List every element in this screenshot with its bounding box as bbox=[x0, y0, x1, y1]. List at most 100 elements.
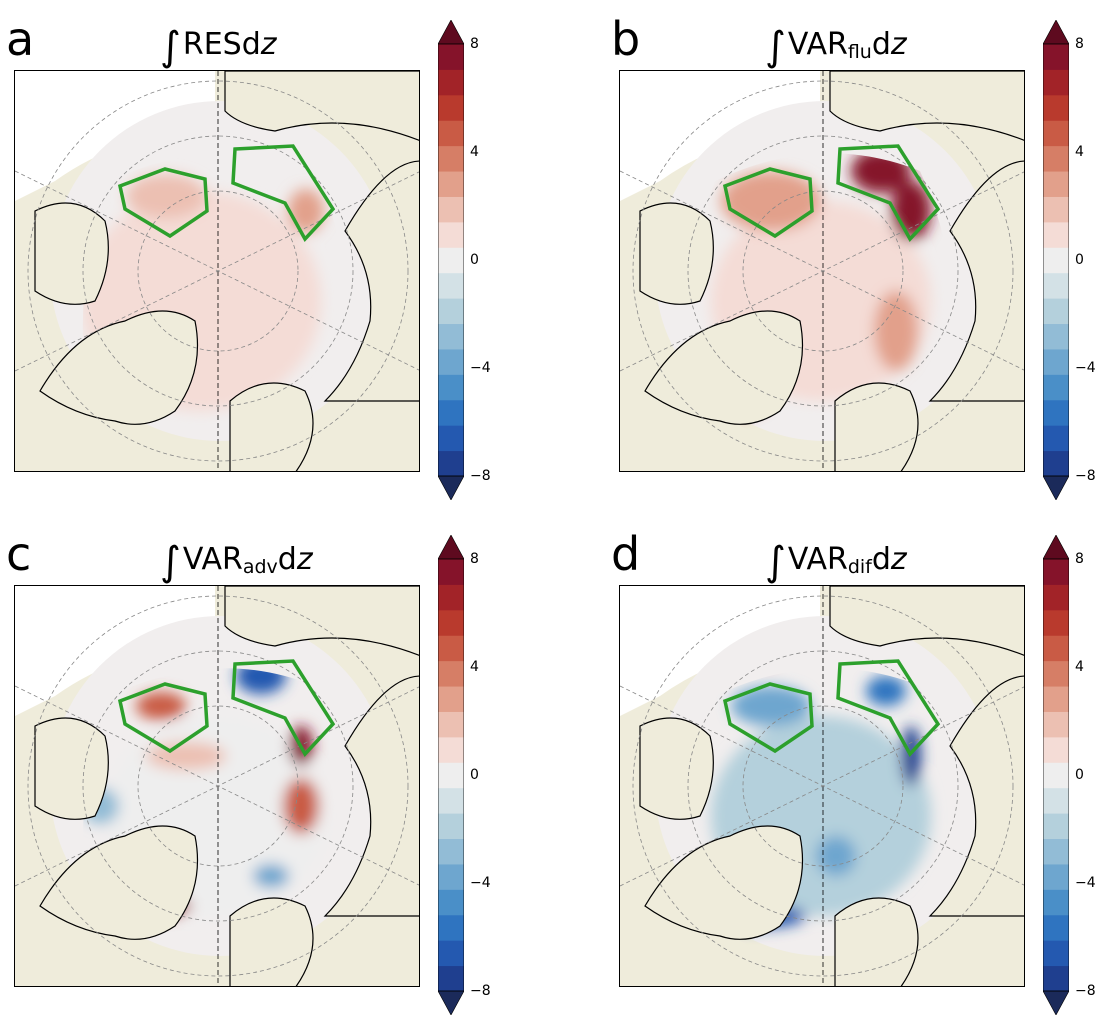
graticule bbox=[620, 586, 1024, 986]
colorbar-tick-label: −8 bbox=[470, 983, 491, 999]
colorbar-extend-min bbox=[1042, 475, 1070, 501]
field-blob bbox=[253, 864, 289, 888]
region-outline-east bbox=[231, 659, 336, 757]
colorbar-segment bbox=[1043, 247, 1069, 274]
colorbar-segment bbox=[1043, 838, 1069, 865]
alaska-land bbox=[224, 586, 419, 656]
colorbar-segment bbox=[438, 736, 464, 763]
colorbar-segment bbox=[438, 374, 464, 401]
siberia-land bbox=[323, 675, 419, 917]
colorbar: 8 4 0 −4 −8 bbox=[1042, 19, 1106, 501]
colorbar-tick-label: −4 bbox=[470, 360, 491, 376]
colorbar-bar bbox=[437, 19, 468, 501]
colorbar-segment bbox=[438, 120, 464, 147]
colorbar-segment bbox=[1043, 44, 1069, 70]
region-outline-east bbox=[836, 659, 941, 757]
colorbar-segment bbox=[438, 838, 464, 865]
map-canvas bbox=[620, 71, 1024, 471]
colorbar-segment bbox=[1043, 914, 1069, 941]
colorbar-segment bbox=[438, 171, 464, 197]
title-dz: dz bbox=[277, 542, 313, 577]
field-blob bbox=[721, 171, 821, 231]
colorbar-bar bbox=[1042, 534, 1073, 1016]
title-dz: dz bbox=[871, 542, 907, 577]
panel-d: d ∫VARdifdz 8 4 0 −4 −8 bbox=[605, 515, 1105, 1026]
colorbar-segment bbox=[438, 399, 464, 426]
colorbar-tick-label: −4 bbox=[1075, 875, 1096, 891]
colorbar-tick-label: 8 bbox=[470, 36, 479, 52]
integral-symbol: ∫ bbox=[765, 539, 786, 585]
panel-title: ∫VARfludz bbox=[765, 27, 907, 69]
colorbar-tick-label: 4 bbox=[1075, 659, 1084, 675]
ocean-area bbox=[15, 71, 215, 201]
colorbar-segment bbox=[1043, 145, 1069, 172]
colorbar-segment bbox=[1043, 940, 1069, 967]
ocean-area bbox=[15, 586, 215, 716]
field-blob bbox=[283, 778, 319, 834]
colorbar-segment bbox=[438, 787, 464, 814]
colorbar-segment bbox=[438, 965, 464, 992]
archipelago-land bbox=[639, 202, 714, 305]
colorbar-tick-label: −4 bbox=[470, 875, 491, 891]
colorbar-segment bbox=[1043, 221, 1069, 248]
panel-title: ∫VARdifdz bbox=[765, 542, 907, 584]
graticule bbox=[15, 586, 419, 986]
colorbar-segment bbox=[438, 69, 464, 96]
colorbar-segment bbox=[438, 196, 464, 223]
field-blob bbox=[146, 742, 226, 770]
region-outline-west bbox=[117, 167, 209, 239]
colorbar-tick-label: −8 bbox=[1075, 983, 1096, 999]
region-outline-east bbox=[231, 144, 336, 242]
colorbar-segment bbox=[1043, 272, 1069, 299]
colorbar-segment bbox=[438, 940, 464, 967]
colorbar-extend-max bbox=[437, 534, 465, 560]
colorbar-segment bbox=[438, 711, 464, 738]
colorbar-segment bbox=[438, 221, 464, 248]
colorbar-segment bbox=[1043, 425, 1069, 452]
scandinavia-land bbox=[229, 382, 314, 471]
colorbar-tick-label: 0 bbox=[1075, 767, 1084, 783]
greenland-land bbox=[644, 310, 803, 425]
colorbar-segment bbox=[438, 914, 464, 941]
field-blob bbox=[866, 676, 906, 706]
colorbar-segment bbox=[438, 94, 464, 121]
polar-map bbox=[619, 585, 1025, 987]
colorbar-segment bbox=[438, 609, 464, 636]
colorbar-segment bbox=[438, 660, 464, 687]
panel-b: b ∫VARfludz 8 4 0 −4 −8 bbox=[605, 0, 1105, 511]
ocean-area bbox=[620, 71, 820, 201]
colorbar-segment bbox=[1043, 120, 1069, 147]
colorbar-tick-label: 8 bbox=[1075, 551, 1084, 567]
panel-letter: d bbox=[611, 527, 641, 581]
colorbar-segment bbox=[1043, 94, 1069, 121]
colorbar-segment bbox=[1043, 450, 1069, 477]
colorbar-segment bbox=[1043, 889, 1069, 916]
archipelago-land bbox=[34, 717, 109, 820]
colorbar-segment bbox=[1043, 559, 1069, 585]
title-dz: dz bbox=[241, 27, 277, 62]
colorbar-segment bbox=[438, 450, 464, 477]
colorbar-segment bbox=[1043, 399, 1069, 426]
integral-symbol: ∫ bbox=[765, 24, 786, 70]
title-main: VAR bbox=[182, 542, 243, 577]
map-canvas bbox=[15, 71, 419, 471]
panel-a: a ∫RESdz 8 4 0 −4 −8 bbox=[0, 0, 500, 511]
archipelago-land bbox=[34, 202, 109, 305]
colorbar-segment bbox=[1043, 69, 1069, 96]
colorbar-segment bbox=[438, 272, 464, 299]
colorbar-tick-label: 4 bbox=[470, 659, 479, 675]
colorbar-tick-label: 4 bbox=[1075, 144, 1084, 160]
ocean-area bbox=[620, 586, 820, 716]
field-blob bbox=[816, 836, 856, 876]
siberia-land bbox=[323, 160, 419, 402]
siberia-land bbox=[928, 675, 1024, 917]
panel-c: c ∫VARadvdz 8 4 0 −4 −8 bbox=[0, 515, 500, 1026]
colorbar-segment bbox=[438, 889, 464, 916]
scandinavia-land bbox=[834, 897, 919, 986]
colorbar-extend-min bbox=[437, 990, 465, 1016]
map-canvas bbox=[15, 586, 419, 986]
colorbar-segment bbox=[1043, 348, 1069, 375]
integral-symbol: ∫ bbox=[160, 539, 181, 585]
colorbar-extend-min bbox=[1042, 990, 1070, 1016]
colorbar-segment bbox=[1043, 609, 1069, 636]
